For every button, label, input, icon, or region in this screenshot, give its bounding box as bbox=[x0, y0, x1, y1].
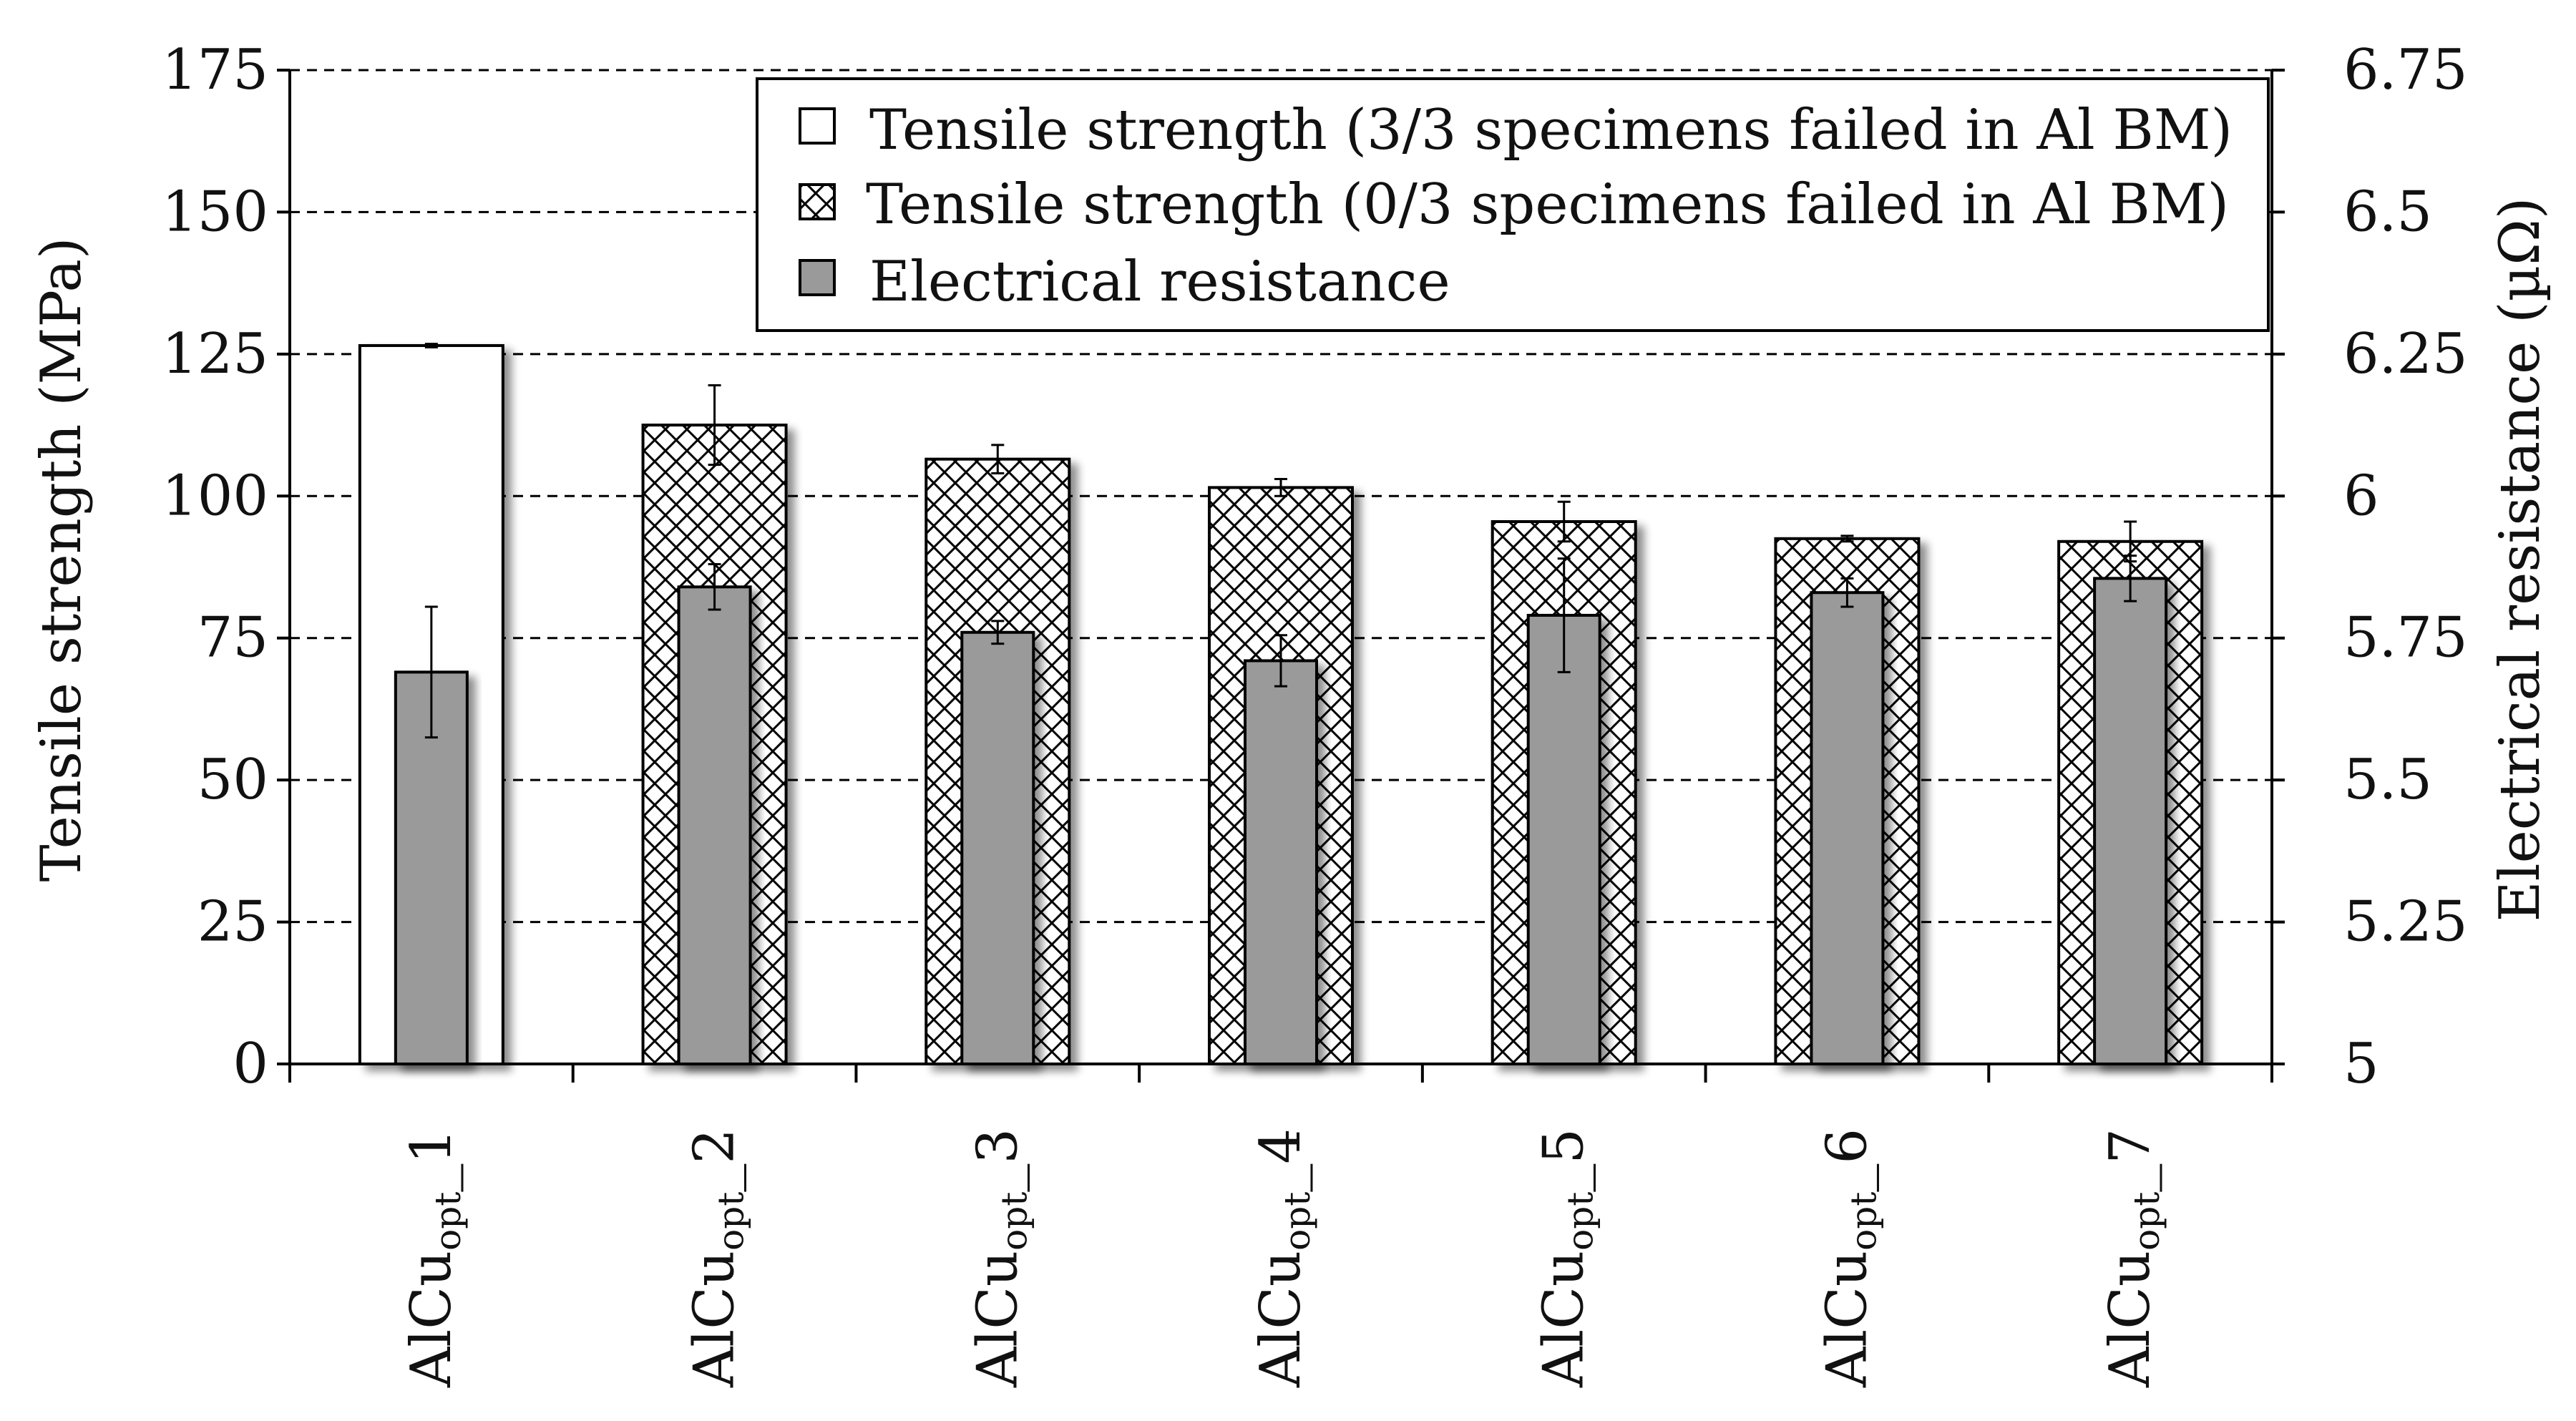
left-tick-label: 125 bbox=[162, 322, 268, 386]
left-tick-label: 50 bbox=[197, 748, 268, 812]
left-tick-label: 75 bbox=[197, 606, 268, 670]
left-axis-ticks: 0 25 50 75 100 125 150 175 bbox=[162, 38, 268, 1096]
axes bbox=[277, 69, 2285, 1083]
right-axis-title: Electrical resistance (µΩ) bbox=[2488, 197, 2552, 922]
electrical-resistance-bar bbox=[1244, 659, 1318, 1065]
category-label-suffix: _2 bbox=[683, 1128, 747, 1192]
electrical-resistance-bar bbox=[960, 630, 1035, 1065]
right-axis-ticks: 5 5.25 5.5 5.75 6 6.25 6.5 6.75 bbox=[2343, 38, 2468, 1096]
legend-label-resistance: Electrical resistance bbox=[869, 250, 1450, 314]
category-label: AlCuopt_6 bbox=[1815, 1128, 1884, 1388]
category-label-suffix: _6 bbox=[1815, 1128, 1879, 1192]
category-label: AlCuopt_2 bbox=[683, 1128, 752, 1388]
left-tick-label: 150 bbox=[162, 180, 268, 244]
category-label-suffix: _5 bbox=[1532, 1128, 1596, 1192]
electrical-resistance-bar bbox=[1526, 613, 1601, 1065]
category-label-main: AlCu bbox=[1249, 1251, 1313, 1388]
tensile-strength-bars bbox=[358, 343, 2204, 1065]
legend-swatch-gray bbox=[799, 259, 836, 296]
electrical-resistance-bar bbox=[677, 585, 752, 1065]
category-label-suffix: _1 bbox=[399, 1128, 464, 1192]
category-label-main: AlCu bbox=[1815, 1251, 1879, 1388]
category-label: AlCuopt_5 bbox=[1532, 1128, 1601, 1388]
right-tick-label: 6 bbox=[2343, 464, 2379, 528]
category-label: AlCuopt_1 bbox=[399, 1128, 469, 1388]
category-label-subscript: opt bbox=[1843, 1192, 1884, 1251]
category-label-main: AlCu bbox=[399, 1251, 464, 1388]
electrical-resistance-bar bbox=[2093, 577, 2168, 1065]
legend-box bbox=[756, 77, 2270, 332]
left-tick-label: 175 bbox=[162, 38, 268, 102]
category-label: AlCuopt_7 bbox=[2098, 1128, 2167, 1388]
category-label-suffix: _7 bbox=[2098, 1128, 2162, 1192]
right-tick-label: 5.75 bbox=[2343, 606, 2468, 670]
category-labels: AlCuopt_1AlCuopt_2AlCuopt_3AlCuopt_4AlCu… bbox=[399, 1128, 2167, 1388]
left-tick-label: 100 bbox=[162, 464, 268, 528]
left-tick-label: 25 bbox=[197, 890, 268, 954]
electrical-resistance-bar bbox=[1810, 591, 1885, 1065]
legend-label-not-failed: Tensile strength (0/3 specimens failed i… bbox=[866, 172, 2229, 237]
category-label-subscript: opt bbox=[427, 1192, 469, 1251]
left-tick-label: 0 bbox=[233, 1032, 268, 1096]
error-bars bbox=[424, 343, 2137, 739]
legend-swatch-hatch bbox=[799, 183, 836, 220]
category-label-subscript: opt bbox=[2126, 1192, 2167, 1251]
right-tick-label: 6.5 bbox=[2343, 180, 2432, 244]
legend-label-failed: Tensile strength (3/3 specimens failed i… bbox=[869, 98, 2233, 162]
right-tick-label: 5 bbox=[2343, 1032, 2379, 1096]
category-label: AlCuopt_3 bbox=[965, 1128, 1035, 1388]
right-tick-label: 6.25 bbox=[2343, 322, 2468, 386]
category-label-subscript: opt bbox=[1560, 1192, 1601, 1251]
legend: Tensile strength (3/3 specimens failed i… bbox=[756, 77, 2270, 332]
right-tick-label: 5.25 bbox=[2343, 890, 2468, 954]
left-axis-title: Tensile strength (MPa) bbox=[29, 238, 94, 882]
category-label-main: AlCu bbox=[2098, 1251, 2162, 1388]
category-label-suffix: _4 bbox=[1249, 1128, 1313, 1192]
right-tick-label: 5.5 bbox=[2343, 748, 2432, 812]
category-label-main: AlCu bbox=[683, 1251, 747, 1388]
category-label-main: AlCu bbox=[1532, 1251, 1596, 1388]
category-label-main: AlCu bbox=[965, 1251, 1030, 1388]
category-label-suffix: _3 bbox=[965, 1128, 1030, 1192]
category-label-subscript: opt bbox=[711, 1192, 752, 1251]
category-label: AlCuopt_4 bbox=[1249, 1128, 1318, 1388]
category-label-subscript: opt bbox=[1277, 1192, 1318, 1251]
category-label-subscript: opt bbox=[993, 1192, 1035, 1251]
right-tick-label: 6.75 bbox=[2343, 38, 2468, 102]
legend-swatch-white bbox=[799, 107, 836, 145]
